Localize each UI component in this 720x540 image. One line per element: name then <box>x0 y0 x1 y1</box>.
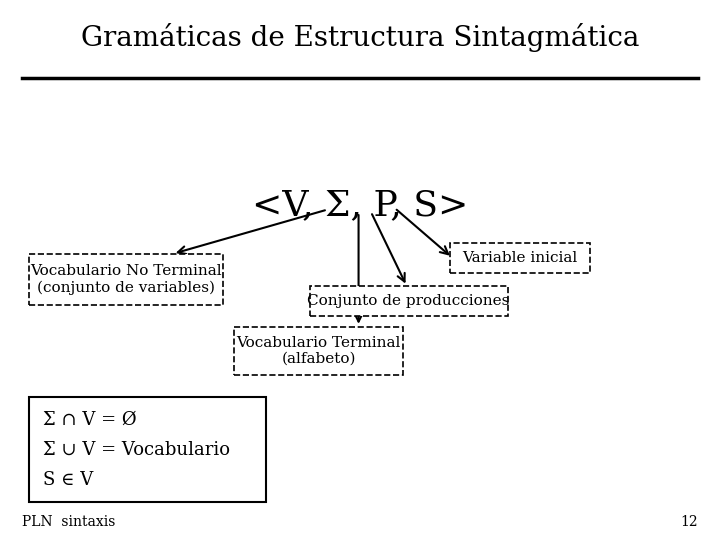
Text: Σ ∩ V = Ø: Σ ∩ V = Ø <box>43 410 137 428</box>
Text: <V, Σ, P, S>: <V, Σ, P, S> <box>252 188 468 222</box>
Text: Variable inicial: Variable inicial <box>462 251 577 265</box>
Text: Σ ∪ V = Vocabulario: Σ ∪ V = Vocabulario <box>43 441 230 458</box>
FancyBboxPatch shape <box>29 397 266 502</box>
Text: PLN  sintaxis: PLN sintaxis <box>22 515 115 529</box>
FancyBboxPatch shape <box>29 254 223 305</box>
Text: Gramáticas de Estructura Sintagmática: Gramáticas de Estructura Sintagmática <box>81 23 639 52</box>
Text: 12: 12 <box>680 515 698 529</box>
FancyBboxPatch shape <box>310 286 508 316</box>
Text: Vocabulario No Terminal
(conjunto de variables): Vocabulario No Terminal (conjunto de var… <box>30 264 222 295</box>
Text: Conjunto de producciones: Conjunto de producciones <box>307 294 510 308</box>
Text: Vocabulario Terminal
(alfabeto): Vocabulario Terminal (alfabeto) <box>236 336 401 366</box>
FancyBboxPatch shape <box>234 327 403 375</box>
Text: S ∈ V: S ∈ V <box>43 471 94 489</box>
FancyBboxPatch shape <box>450 243 590 273</box>
